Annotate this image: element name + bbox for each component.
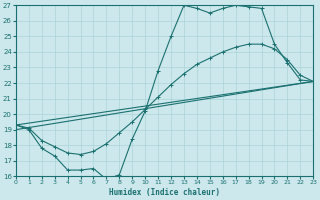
X-axis label: Humidex (Indice chaleur): Humidex (Indice chaleur) (109, 188, 220, 197)
